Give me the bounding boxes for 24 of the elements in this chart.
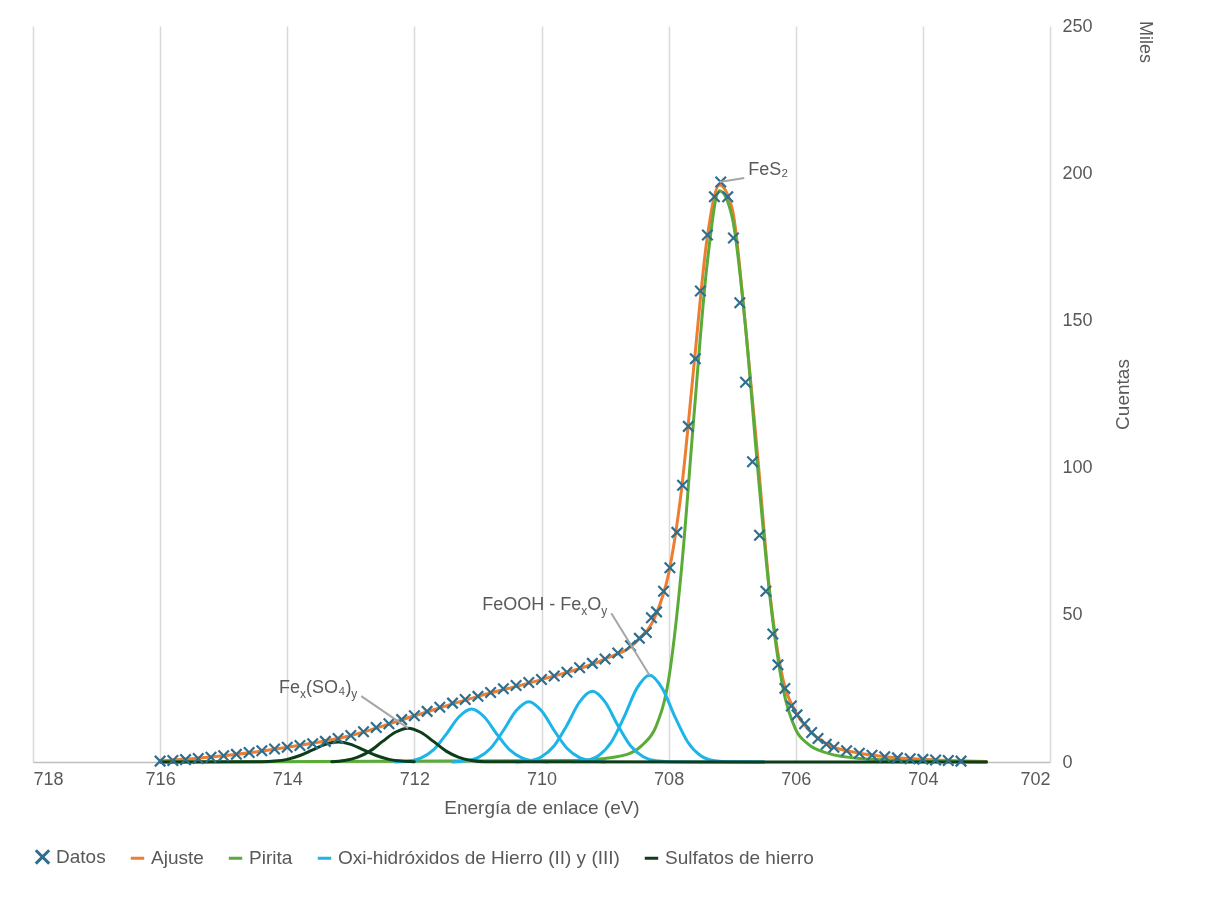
x-tick-label: 716 — [145, 768, 176, 789]
x-tick-label: 706 — [781, 768, 812, 789]
annotation: FeS₂ — [748, 159, 789, 180]
y-tick-label: 150 — [1062, 309, 1093, 330]
x-tick-label: 708 — [654, 768, 685, 789]
legend-label: Pirita — [249, 847, 293, 869]
y-tick-label: 100 — [1062, 457, 1093, 478]
legend-label: Oxi-hidróxidos de Hierro (II) y (III) — [338, 847, 620, 869]
y-tick-label: 200 — [1062, 162, 1093, 183]
x-tick-label: 710 — [526, 768, 558, 789]
text: Miles — [1136, 21, 1156, 64]
legend-label: Sulfatos de hierro — [665, 847, 814, 869]
y-tick-label: 0 — [1062, 751, 1073, 772]
x-tick-label: 718 — [33, 768, 64, 789]
x-tick-label: 712 — [399, 768, 430, 789]
legend-label: Datos — [56, 845, 106, 867]
x-tick-label: 702 — [1020, 768, 1051, 789]
y-axis-title: Cuentas — [1111, 359, 1133, 430]
x-tick-label: 704 — [908, 768, 939, 789]
y-tick-label: 50 — [1062, 604, 1083, 625]
x-axis-title: Energía de enlace (eV) — [444, 796, 640, 818]
x-tick-label: 714 — [272, 768, 303, 789]
y-tick-label: 250 — [1062, 15, 1093, 36]
legend-label: Ajuste — [151, 847, 204, 869]
